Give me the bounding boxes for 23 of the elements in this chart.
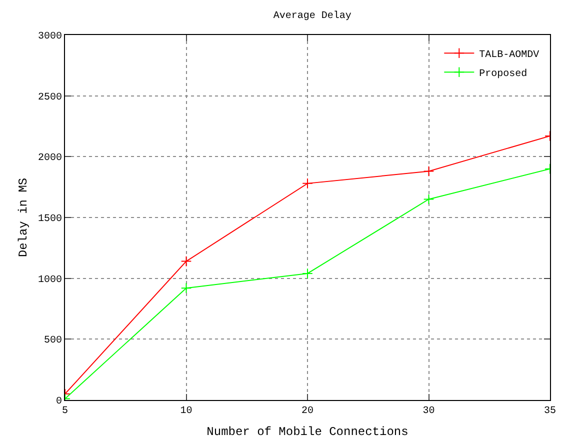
point: [423, 166, 434, 177]
y-tick-label: 1000: [38, 274, 62, 286]
y-tick-label: 1500: [38, 214, 62, 225]
y-tick-label: 2000: [38, 153, 62, 164]
x-tick-label: 5: [62, 406, 68, 417]
x-tick-label: 30: [422, 406, 435, 417]
y-tick-label: 2500: [38, 92, 62, 104]
point: [302, 268, 313, 279]
y-tick-label: 500: [44, 336, 62, 347]
legend-label: TALB-AOMDV: [479, 50, 540, 62]
x-tick-label: 35: [544, 406, 556, 417]
point: [302, 178, 313, 189]
x-tick-label: 20: [301, 406, 314, 417]
y-tick-label: 0: [56, 396, 62, 408]
y-axis-title: Delay in MS: [16, 178, 30, 258]
chart-title: Average Delay: [273, 10, 352, 22]
x-axis-title: Number of Mobile Connections: [206, 424, 408, 439]
point: [423, 194, 434, 205]
point: [180, 256, 192, 267]
x-tick-label: 10: [180, 406, 192, 417]
legend-label: Proposed: [479, 68, 528, 80]
point: [180, 282, 192, 294]
y-tick-label: 3000: [38, 32, 62, 42]
